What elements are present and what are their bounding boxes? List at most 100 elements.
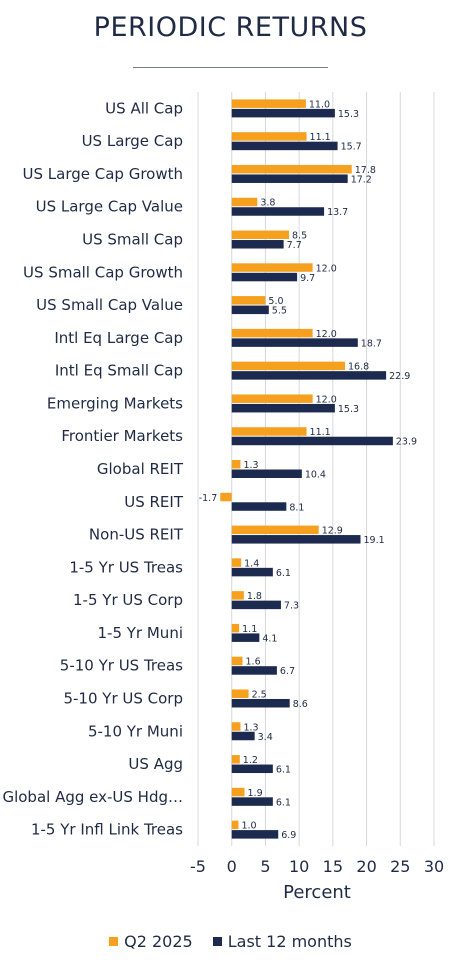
- category-label: US REIT: [124, 493, 184, 511]
- bar-q2-2025: [231, 361, 345, 371]
- bar-last-12-months: [231, 731, 255, 741]
- data-label-q2-2025: 1.1: [242, 624, 257, 635]
- legend-swatch-last-12-months: [212, 937, 222, 946]
- legend-item-last-12-months: Last 12 months: [212, 932, 352, 951]
- bar-q2-2025: [231, 427, 307, 436]
- bar-last-12-months: [231, 797, 273, 806]
- data-label-q2-2025: 12.9: [322, 526, 343, 537]
- category-labels: US All Cap US Large Cap US Large Cap Growt…: [2, 99, 183, 838]
- x-tick-label: 30: [424, 857, 444, 876]
- bar-q2-2025: [231, 558, 242, 567]
- bar-last-12-months: [231, 174, 348, 183]
- bar-q2-2025: [231, 197, 258, 207]
- bar-last-12-months: [231, 469, 302, 478]
- bar-last-12-months: [231, 338, 358, 347]
- bar-q2-2025: [231, 722, 241, 731]
- data-label-last-12-months: 15.3: [338, 109, 359, 120]
- bars: [220, 99, 393, 839]
- legend: Q2 2025 Last 12 months: [0, 932, 461, 951]
- category-label: 5-10 Yr US Treas: [60, 657, 183, 675]
- category-label: Global Agg ex-US Hdg…: [2, 788, 183, 806]
- data-label-last-12-months: 15.3: [338, 404, 359, 415]
- data-label-q2-2025: 1.2: [243, 755, 258, 766]
- category-label: Intl Eq Small Cap: [55, 362, 183, 380]
- legend-swatch-q2-2025: [109, 937, 119, 946]
- data-label-q2-2025: 1.9: [248, 788, 263, 799]
- data-label-last-12-months: 22.9: [389, 371, 410, 382]
- bar-last-12-months: [231, 371, 387, 380]
- bar-last-12-months: [231, 764, 273, 774]
- data-label-last-12-months: 9.7: [300, 273, 315, 284]
- data-label-last-12-months: 6.1: [276, 568, 291, 579]
- bar-q2-2025: [231, 328, 313, 338]
- data-label-q2-2025: 8.5: [292, 231, 307, 242]
- bar-q2-2025: [231, 525, 319, 535]
- bar-last-12-months: [231, 141, 338, 151]
- data-label-last-12-months: 17.2: [351, 174, 372, 185]
- x-axis-label: Percent: [283, 882, 351, 903]
- bar-last-12-months: [231, 305, 269, 315]
- x-tick-label: 25: [390, 857, 410, 876]
- data-label-last-12-months: 8.1: [289, 502, 304, 513]
- category-label: 5-10 Yr US Corp: [63, 689, 183, 707]
- bar-last-12-months: [231, 535, 361, 544]
- bar-q2-2025: [231, 820, 239, 830]
- bar-last-12-months: [231, 502, 287, 511]
- data-labels: 11.0 11.1 17.8 3.8 8.5 12.0 5.0 12.0 16.8 12.0 11.…: [199, 99, 417, 841]
- legend-label-last-12-months: Last 12 months: [227, 932, 352, 951]
- data-label-last-12-months: 8.6: [293, 699, 308, 710]
- data-label-last-12-months: 10.4: [305, 470, 326, 481]
- category-label: 1-5 Yr US Treas: [69, 558, 183, 576]
- data-label-last-12-months: 6.7: [280, 666, 295, 677]
- bar-q2-2025: [231, 296, 266, 305]
- category-label: 1-5 Yr Infl Link Treas: [31, 821, 183, 839]
- category-label: Frontier Markets: [61, 427, 183, 445]
- data-label-last-12-months: 6.1: [276, 765, 291, 776]
- category-label: 5-10 Yr Muni: [88, 722, 183, 740]
- category-label: Intl Eq Large Cap: [54, 329, 183, 347]
- category-label: US Small Cap Value: [36, 296, 183, 314]
- data-label-last-12-months: 6.1: [276, 797, 291, 808]
- x-tick-label: 0: [227, 857, 237, 876]
- data-label-q2-2025: 11.1: [310, 132, 331, 143]
- bar-q2-2025: [231, 99, 306, 108]
- bar-last-12-months: [231, 567, 273, 577]
- data-label-q2-2025: 17.8: [355, 165, 376, 176]
- data-label-q2-2025: 3.8: [260, 198, 275, 209]
- bar-last-12-months: [231, 666, 277, 675]
- legend-item-q2-2025: Q2 2025: [109, 932, 193, 951]
- x-tick-label: -5: [190, 857, 206, 876]
- bar-last-12-months: [231, 633, 260, 642]
- category-label: US Large Cap Value: [36, 198, 183, 216]
- title-divider: [133, 67, 328, 68]
- bar-q2-2025: [231, 164, 352, 174]
- data-label-q2-2025: 16.8: [348, 362, 369, 373]
- data-label-last-12-months: 18.7: [361, 338, 382, 349]
- gridlines: [197, 92, 435, 846]
- x-tick-label: 15: [323, 857, 343, 876]
- bar-last-12-months: [231, 207, 325, 216]
- bar-last-12-months: [231, 600, 281, 610]
- data-label-q2-2025: 5.0: [268, 296, 283, 307]
- x-tick-label: 20: [356, 857, 376, 876]
- bar-last-12-months: [231, 403, 335, 413]
- bar-q2-2025: [231, 755, 240, 764]
- category-label: 1-5 Yr Muni: [98, 624, 184, 642]
- category-label: US All Cap: [105, 99, 183, 117]
- data-label-q2-2025: 1.3: [243, 460, 258, 471]
- data-label-q2-2025: 1.4: [244, 558, 259, 569]
- data-label-q2-2025: 11.0: [309, 99, 330, 110]
- bar-q2-2025: [231, 263, 313, 272]
- x-tick-label: 5: [260, 857, 270, 876]
- bar-last-12-months: [231, 108, 335, 118]
- category-label: US Large Cap: [82, 132, 183, 150]
- data-label-last-12-months: 13.7: [327, 207, 348, 218]
- data-label-last-12-months: 6.9: [281, 830, 296, 841]
- data-label-last-12-months: 3.4: [258, 732, 273, 743]
- data-label-last-12-months: 7.7: [287, 240, 302, 251]
- category-label: US Large Cap Growth: [23, 165, 184, 183]
- category-label: US Agg: [128, 755, 183, 773]
- category-label: Non-US REIT: [89, 526, 184, 544]
- data-label-last-12-months: 19.1: [364, 535, 385, 546]
- bar-last-12-months: [231, 272, 298, 282]
